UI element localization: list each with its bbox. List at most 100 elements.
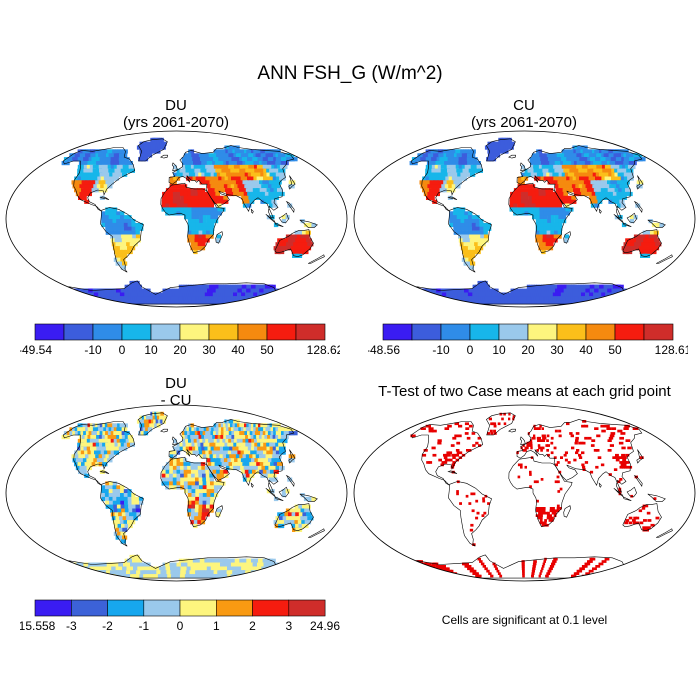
grid-cell	[169, 481, 174, 486]
grid-cell	[288, 512, 294, 517]
grid-cell	[610, 180, 617, 185]
grid-cell	[256, 188, 262, 193]
grid-cell	[499, 149, 504, 154]
grid-cell	[162, 145, 166, 150]
grid-cell	[228, 164, 234, 170]
grid-cell	[449, 222, 454, 228]
grid-cell	[596, 434, 601, 438]
grid-cell	[548, 519, 552, 522]
grid-cell	[186, 566, 190, 571]
grid-cell	[172, 477, 177, 482]
grid-cell	[111, 168, 117, 173]
grid-cell	[540, 478, 544, 481]
grid-cell	[200, 188, 206, 193]
grid-cell	[123, 442, 129, 447]
grid-cell	[231, 438, 237, 444]
grid-cell	[161, 473, 166, 478]
grid-cell	[475, 246, 480, 251]
grid-cell	[188, 438, 192, 444]
grid-cell	[117, 257, 123, 262]
grid-cell	[191, 222, 196, 228]
grid-cell	[209, 203, 214, 208]
grid-cell	[202, 230, 207, 235]
grid-cell	[199, 485, 204, 490]
grid-cell	[193, 438, 198, 444]
grid-cell	[618, 441, 624, 445]
grid-cell	[199, 493, 204, 498]
grid-cell	[526, 288, 530, 293]
grid-cell	[626, 168, 634, 173]
grid-cell	[520, 203, 525, 208]
coastline-nz	[656, 254, 673, 264]
grid-cell	[277, 520, 283, 525]
grid-cell	[216, 473, 222, 478]
colorbar-tick-label: 10	[492, 343, 506, 357]
grid-cell	[198, 176, 204, 181]
colorbar-box	[92, 323, 123, 341]
grid-cell	[489, 429, 493, 433]
grid-cell	[293, 516, 300, 521]
grid-cell	[460, 207, 466, 212]
grid-cell	[245, 473, 251, 478]
grid-cell	[82, 458, 89, 463]
grid-cell	[154, 411, 159, 416]
grid-cell	[616, 203, 622, 208]
grid-cell	[113, 438, 120, 444]
grid-cell	[202, 450, 207, 455]
grid-cell	[466, 261, 473, 266]
grid-cell	[539, 288, 544, 293]
grid-cell	[152, 566, 157, 571]
grid-cell	[468, 215, 473, 220]
grid-cell	[475, 161, 481, 166]
grid-cell	[628, 238, 635, 243]
grid-cell	[504, 296, 509, 301]
grid-cell	[239, 442, 245, 447]
grid-cell	[655, 222, 661, 228]
grid-cell	[443, 168, 450, 173]
grid-cell	[225, 435, 232, 440]
grid-cell	[202, 508, 207, 513]
grid-cell	[214, 161, 220, 166]
grid-cell	[544, 511, 548, 515]
grid-cell	[513, 207, 518, 212]
grid-cell	[647, 519, 652, 522]
grid-cell	[74, 188, 80, 193]
grid-cell	[587, 436, 592, 440]
grid-cell	[187, 211, 192, 216]
grid-cell	[529, 439, 533, 442]
grid-cell	[551, 516, 554, 520]
grid-cell	[191, 203, 196, 208]
grid-cell	[543, 436, 547, 440]
grid-cell	[524, 449, 527, 452]
grid-cell	[554, 429, 558, 433]
grid-cell	[152, 415, 157, 420]
grid-cell	[491, 157, 497, 162]
grid-cell	[589, 470, 594, 474]
grid-cell	[198, 508, 203, 513]
grid-cell	[560, 161, 565, 166]
colorbar-box	[614, 323, 645, 341]
grid-cell	[134, 554, 140, 560]
grid-cell	[265, 566, 275, 571]
grid-cell	[533, 168, 538, 173]
grid-cell	[451, 453, 455, 457]
grid-cell	[272, 203, 278, 208]
grid-cell	[553, 176, 558, 181]
grid-cell	[195, 496, 200, 502]
grid-cell	[169, 176, 174, 181]
grid-cell	[528, 292, 532, 297]
grid-cell	[93, 172, 100, 177]
grid-cell	[156, 570, 161, 575]
grid-cell	[651, 222, 657, 228]
grid-cell	[190, 284, 195, 289]
grid-cell	[167, 566, 171, 571]
grid-cell	[192, 157, 196, 162]
grid-cell	[181, 574, 185, 579]
grid-cell	[214, 489, 219, 494]
grid-cell	[498, 145, 503, 150]
grid-cell	[205, 164, 210, 170]
grid-cell	[558, 157, 564, 162]
grid-cell	[241, 446, 248, 451]
grid-cell	[187, 238, 192, 243]
grid-cell	[487, 432, 491, 435]
